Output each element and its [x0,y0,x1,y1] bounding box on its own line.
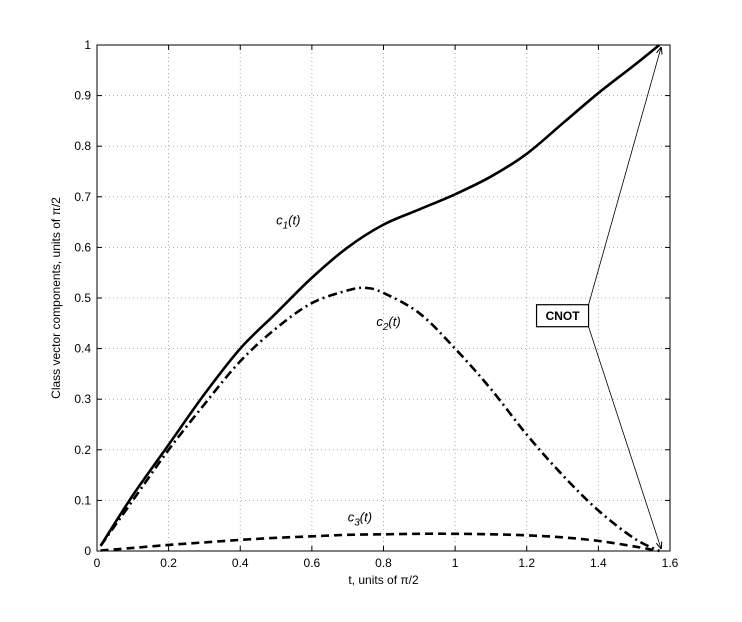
series-label-c2: c2(t) [376,314,400,333]
y-tick-label: 0.7 [74,190,91,204]
series-line-c3 [100,532,660,553]
x-tick-label: 0.6 [304,556,321,570]
cnot-label: CNOT [546,309,581,323]
series-label-c3: c3(t) [348,510,372,529]
x-tick-label: 0 [94,556,101,570]
x-tick-label: 1.4 [590,556,607,570]
x-tick-label: 0.8 [375,556,392,570]
y-tick-label: 0.2 [74,443,91,457]
y-tick-label: 0.5 [74,291,91,305]
y-tick-label: 0.8 [74,139,91,153]
x-tick-label: 1 [452,556,459,570]
y-tick-label: 0.4 [74,342,91,356]
y-tick-label: 0.3 [74,392,91,406]
y-tick-label: 0 [84,544,91,558]
series-lines [99,43,661,553]
cnot-arrow-1 [588,48,661,305]
axis-ticks: 0 0.2 0.4 0.6 0.8 1 1.2 1.4 1.6 0 0.1 0.2 0.3 0.4 0.5 0… [74,38,678,570]
cnot-annotation: CNOT [535,48,661,549]
x-tick-label: 1.2 [518,556,535,570]
y-tick-label: 0.1 [74,493,91,507]
y-tick-label: 0.9 [74,89,91,103]
series-label-c1: c1(t) [276,213,300,232]
series-line-c1 [99,43,661,547]
y-tick-label: 1 [84,38,91,52]
x-tick-label: 0.2 [160,556,177,570]
x-tick-label: 1.6 [662,556,679,570]
y-axis-label: Class vector components, units of π/2 [49,197,63,399]
series-line-c2 [99,286,660,553]
x-tick-label: 0.4 [232,556,249,570]
cnot-box [535,304,590,328]
grid [97,45,670,551]
series-labels: c1(t) c2(t) c3(t) [276,213,401,529]
y-tick-label: 0.6 [74,240,91,254]
x-axis-label: t, units of π/2 [348,573,419,587]
cnot-arrow-2 [588,326,661,549]
